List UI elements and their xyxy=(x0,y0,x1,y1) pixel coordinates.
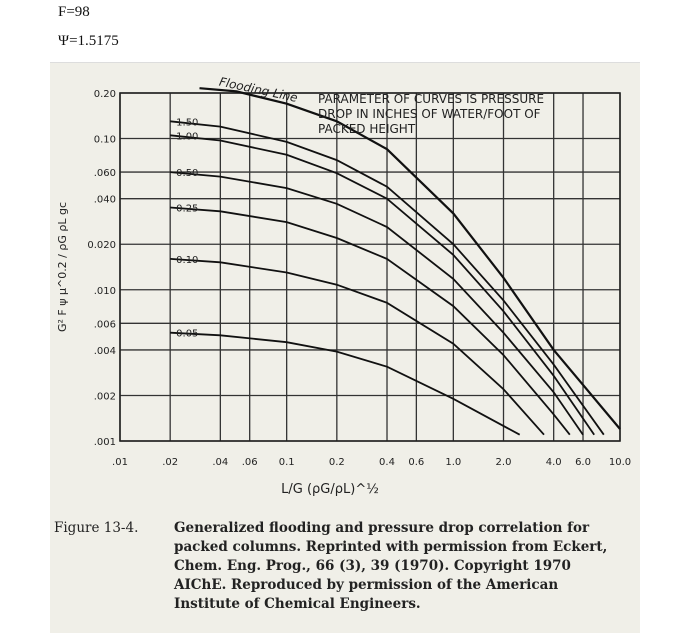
curve-label: 0.10 xyxy=(176,255,198,266)
chart-axes xyxy=(119,92,621,442)
x-tick-label: 1.0 xyxy=(445,457,461,468)
curve-label: 1.50 xyxy=(176,117,198,128)
x-tick-label: 2.0 xyxy=(496,457,512,468)
y-tick-label: 0.20 xyxy=(94,89,116,100)
y-tick-label: .001 xyxy=(94,437,116,448)
x-tick-label: 4.0 xyxy=(546,457,562,468)
y-axis-label: G² F ψ μ^0.2 / ρG ρL gc xyxy=(56,202,69,332)
figure-photo: .01 .02 .04 .06 0.1 0.2 0.4 0.6 1.0 2.0 4.0 6.0 10.0… xyxy=(50,62,640,633)
chart-ticks: .01 .02 .04 .06 0.1 0.2 0.4 0.6 1.0 2.0 4.0 6.0 10.0… xyxy=(87,89,631,468)
annotation-line: PARAMETER OF CURVES IS PRESSURE xyxy=(318,92,544,106)
x-tick-label: .01 xyxy=(112,457,128,468)
figure-label: Figure 13-4. xyxy=(54,520,139,536)
y-tick-label: 0.020 xyxy=(87,240,116,251)
x-tick-label: 0.2 xyxy=(329,457,345,468)
curve-label: 0.05 xyxy=(176,329,198,340)
curve-0-05 xyxy=(170,331,521,436)
y-tick-label: .006 xyxy=(94,319,116,330)
annotation-line: PACKED HEIGHT xyxy=(318,122,416,136)
curve-1-50 xyxy=(170,120,605,436)
y-tick-label: 0.10 xyxy=(94,135,116,146)
x-tick-label: .06 xyxy=(242,457,258,468)
x-tick-label: 0.6 xyxy=(408,457,424,468)
x-tick-label: 0.1 xyxy=(279,457,295,468)
y-tick-label: .002 xyxy=(94,391,116,402)
x-tick-label: 0.4 xyxy=(379,457,395,468)
x-tick-label: 6.0 xyxy=(575,457,591,468)
figure-caption-text: Generalized flooding and pressure drop c… xyxy=(174,520,608,612)
x-tick-label: .02 xyxy=(162,457,178,468)
y-tick-label: .010 xyxy=(94,286,116,297)
curve-0-25 xyxy=(170,206,571,436)
psi-value-text: Ψ=1.5175 xyxy=(58,33,119,49)
curve-0-50 xyxy=(170,171,584,436)
f-value-text: F=98 xyxy=(58,4,90,20)
chart-labels: Flooding Line 1.50 1.00 0.50 0.25 0.10 0.05 PAR… xyxy=(56,75,544,497)
y-tick-label: .060 xyxy=(94,168,116,179)
curve-label: 1.00 xyxy=(176,131,198,142)
plot-frame xyxy=(119,92,621,442)
x-tick-label: .04 xyxy=(212,457,228,468)
curve-label: 0.50 xyxy=(176,168,198,179)
annotation-line: DROP IN INCHES OF WATER/FOOT OF xyxy=(318,107,541,121)
flooding-correlation-chart: .01 .02 .04 .06 0.1 0.2 0.4 0.6 1.0 2.0 4.0 6.0 10.0… xyxy=(56,75,631,497)
flooding-line-label: Flooding Line xyxy=(218,75,299,105)
y-tick-label: .040 xyxy=(94,195,116,206)
y-tick-label: .004 xyxy=(94,346,116,357)
x-axis-label: L/G (ρG/ρL)^½ xyxy=(281,482,379,497)
curve-label: 0.25 xyxy=(176,203,198,214)
curve-flooding-line xyxy=(199,87,621,430)
curve-0-10 xyxy=(170,258,545,436)
chart-grid xyxy=(119,92,621,442)
chart-curves xyxy=(170,87,621,436)
x-tick-label: 10.0 xyxy=(609,457,631,468)
curve-1-00 xyxy=(170,134,595,436)
